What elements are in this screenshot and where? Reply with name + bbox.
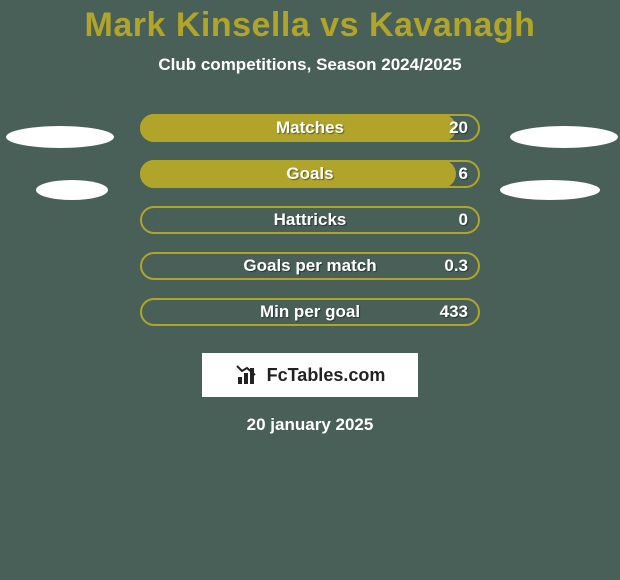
chart-container: Mark Kinsella vs Kavanagh Club competiti… bbox=[0, 0, 620, 580]
stat-row: Min per goal433 bbox=[0, 289, 620, 335]
chart-date: 20 january 2025 bbox=[0, 415, 620, 435]
stat-bar-outline bbox=[140, 206, 480, 234]
bar-chart-icon bbox=[235, 363, 259, 387]
stat-row: Hattricks0 bbox=[0, 197, 620, 243]
logo-box: FcTables.com bbox=[202, 353, 418, 397]
player-marker-ellipse bbox=[510, 126, 618, 148]
player-marker-ellipse bbox=[500, 180, 600, 200]
stat-bar-fill bbox=[140, 160, 456, 188]
stat-bar-fill bbox=[140, 114, 456, 142]
stat-bar-outline bbox=[140, 252, 480, 280]
logo-text: FcTables.com bbox=[267, 365, 386, 386]
page-title: Mark Kinsella vs Kavanagh bbox=[0, 6, 620, 45]
stat-bar-outline bbox=[140, 298, 480, 326]
player-marker-ellipse bbox=[36, 180, 108, 200]
stat-row: Goals per match0.3 bbox=[0, 243, 620, 289]
player-marker-ellipse bbox=[6, 126, 114, 148]
page-subtitle: Club competitions, Season 2024/2025 bbox=[0, 55, 620, 75]
